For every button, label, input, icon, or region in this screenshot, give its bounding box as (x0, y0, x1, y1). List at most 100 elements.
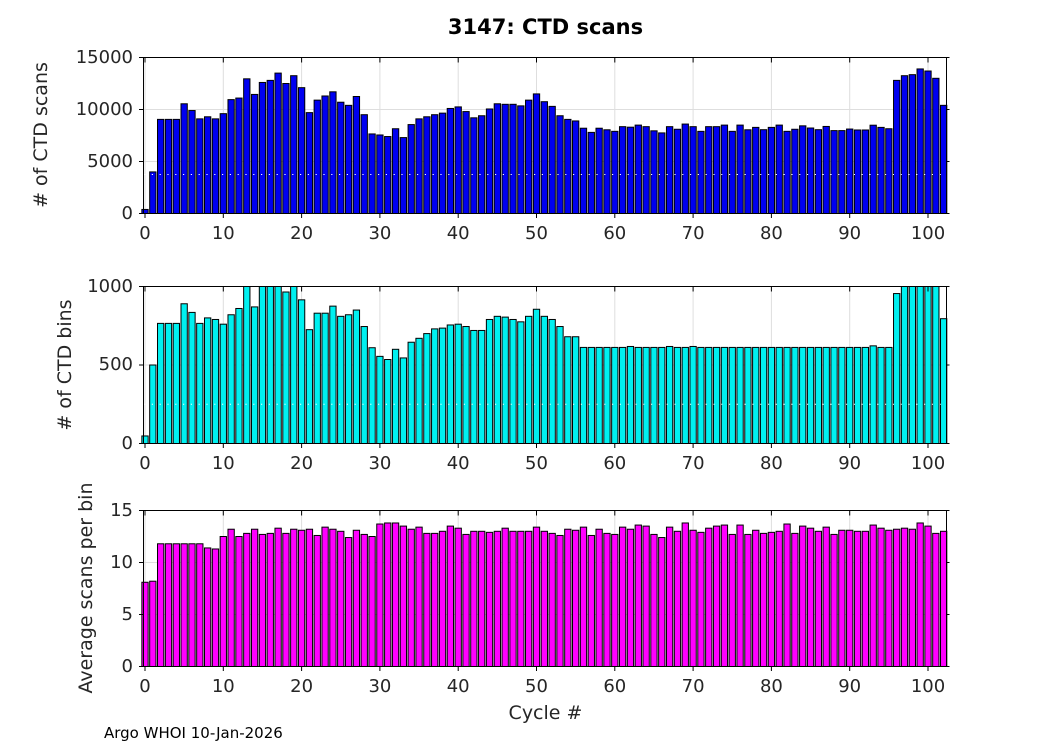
bar (673, 346, 682, 444)
bar (712, 126, 721, 214)
bar (164, 118, 173, 215)
bar (540, 530, 548, 667)
bar (587, 131, 595, 214)
bar (329, 91, 337, 214)
bar (313, 99, 321, 214)
bar (454, 527, 462, 668)
bar (470, 530, 478, 667)
bar (297, 529, 306, 668)
bar (384, 359, 392, 444)
bar (415, 118, 423, 214)
bar (196, 543, 204, 667)
bar (720, 524, 729, 668)
chart-avg-scans-per-bin (139, 510, 950, 671)
bar (297, 299, 306, 445)
bar (618, 346, 627, 444)
bar (799, 125, 807, 214)
x-tick-label: 10 (211, 453, 235, 474)
bar (846, 346, 854, 444)
bar (446, 107, 455, 214)
bar (759, 129, 768, 214)
x-tick-label: 30 (368, 453, 392, 474)
x-tick-label: 30 (368, 223, 392, 244)
bar (274, 527, 282, 668)
x-tick-label: 90 (838, 223, 862, 244)
bar (227, 99, 235, 214)
bar (290, 286, 298, 444)
bar (431, 328, 439, 444)
bar (564, 118, 572, 215)
bar (258, 533, 267, 668)
x-tick-label: 0 (139, 223, 151, 244)
bar (885, 529, 893, 668)
bar (384, 136, 392, 214)
bar (180, 303, 188, 444)
bar (579, 346, 588, 444)
bar (564, 336, 572, 445)
bar (705, 126, 713, 214)
bar (767, 531, 776, 668)
bar (650, 346, 658, 444)
bar (908, 74, 916, 214)
x-tick-label: 30 (368, 676, 392, 697)
bar (297, 87, 306, 214)
bar (626, 345, 635, 444)
bar (611, 533, 619, 668)
bar (352, 309, 361, 444)
x-tick-label: 60 (603, 453, 627, 474)
footer-annotation: Argo WHOI 10-Jan-2026 (104, 724, 283, 742)
bar (423, 532, 431, 667)
bar (556, 534, 564, 667)
bar (697, 130, 705, 214)
plot-ctd-scans (139, 57, 950, 220)
bar (556, 326, 564, 444)
bar (149, 171, 157, 214)
bar (203, 116, 212, 214)
bar (893, 528, 901, 667)
bar (650, 533, 658, 668)
x-tick-label: 90 (838, 676, 862, 697)
bar (188, 311, 196, 444)
bar (861, 346, 870, 444)
bar (485, 318, 494, 444)
bar (579, 127, 588, 214)
bar (830, 346, 838, 444)
bar (595, 346, 603, 444)
x-tick-label: 50 (525, 676, 548, 697)
bar (791, 532, 799, 667)
bar (391, 348, 400, 444)
bar (438, 112, 447, 214)
bar (501, 103, 509, 214)
bar (556, 115, 564, 215)
bar (869, 345, 877, 444)
bar (728, 533, 736, 668)
bar (462, 111, 470, 214)
bar (391, 522, 400, 668)
bar (211, 318, 220, 444)
bar (924, 525, 932, 667)
bar (532, 526, 541, 667)
bar (940, 104, 948, 215)
x-tick-label: 40 (446, 453, 470, 474)
bar (250, 306, 259, 444)
bar (940, 318, 948, 444)
bar (759, 532, 768, 667)
bar (736, 524, 744, 668)
bar (728, 130, 736, 214)
bar (509, 318, 517, 444)
bar (243, 78, 251, 214)
bar (415, 526, 423, 667)
bar (407, 341, 415, 444)
bar (211, 118, 220, 214)
bar (603, 129, 611, 214)
bar (525, 530, 533, 667)
bar (313, 312, 321, 444)
bar (634, 124, 642, 214)
y-axis-label-ctd-scans: # of CTD scans (30, 62, 52, 208)
bar (814, 129, 823, 214)
bar (172, 322, 180, 444)
x-tick-label: 50 (525, 223, 548, 244)
bar (830, 533, 838, 668)
bar (470, 117, 478, 214)
bar (250, 528, 259, 667)
